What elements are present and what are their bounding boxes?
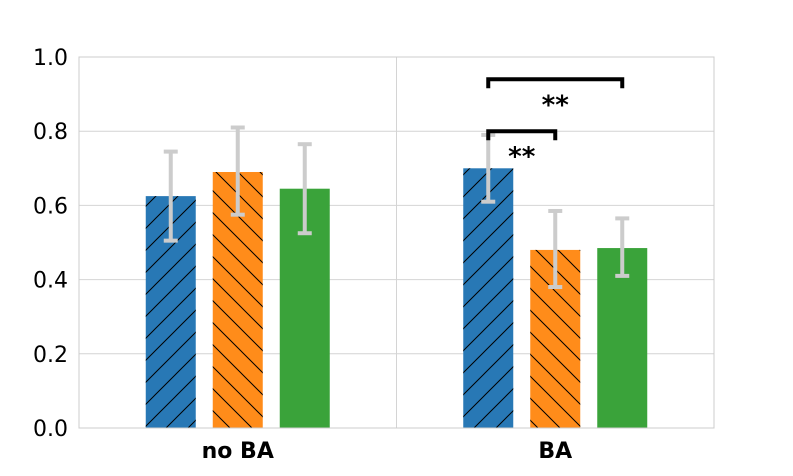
bracket-line <box>486 77 625 89</box>
y-tick-label-1: 0.2 <box>33 343 68 368</box>
plot-frame <box>78 56 715 429</box>
significance-bracket-1: ** <box>486 129 558 172</box>
bar-hatch-ba-series-1 <box>463 168 514 429</box>
errorbar-ba-series-2 <box>548 208 563 290</box>
bracket-line <box>486 129 558 141</box>
y-tick-labels: 0.0 0.2 0.4 0.6 0.8 1.0 <box>33 46 68 442</box>
errorbar-no-ba-series-3 <box>297 142 312 236</box>
errorbar-no-ba-series-1 <box>163 149 178 243</box>
y-tick-label-2: 0.4 <box>33 269 68 294</box>
significance-label: ** <box>508 142 536 172</box>
significance-label: ** <box>542 90 570 120</box>
bar-ba-series-3 <box>597 248 648 428</box>
y-tick-label-4: 0.8 <box>33 120 68 145</box>
x-tick-labels: no BA BA <box>202 439 573 464</box>
annotations: **** <box>486 77 625 172</box>
x-tick-label-no-ba: no BA <box>202 439 274 464</box>
axes <box>78 56 715 429</box>
errorbars <box>163 125 630 290</box>
y-tick-label-5: 1.0 <box>33 46 68 71</box>
x-tick-label-ba: BA <box>538 439 572 464</box>
errorbar-no-ba-series-2 <box>230 125 245 217</box>
y-tick-label-0: 0.0 <box>33 417 68 442</box>
significance-bracket-0: ** <box>486 77 625 120</box>
errorbar-ba-series-3 <box>615 216 630 278</box>
y-tick-label-3: 0.6 <box>33 194 68 219</box>
